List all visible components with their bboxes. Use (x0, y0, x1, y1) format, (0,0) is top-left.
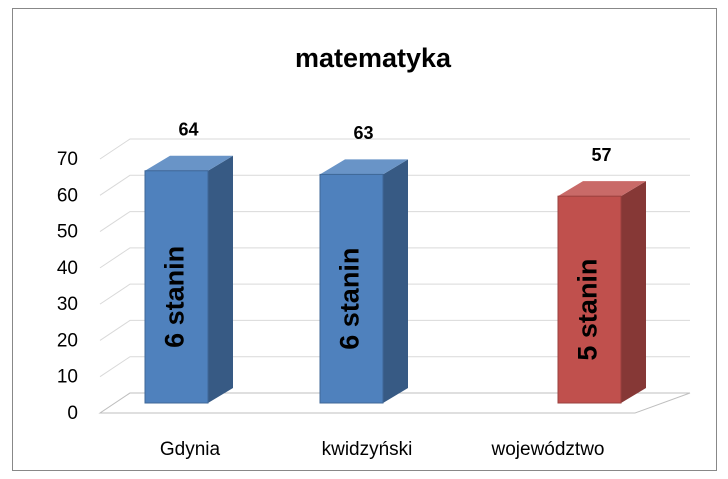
grid-line (99, 211, 690, 232)
bar-side (621, 181, 646, 403)
grid-line (99, 356, 690, 378)
y-tick-label: 0 (67, 403, 78, 424)
value-label: 63 (353, 123, 373, 143)
value-label: 64 (178, 120, 198, 140)
x-tick-label: kwidzyński (322, 439, 413, 460)
y-tick-label: 70 (57, 149, 78, 170)
y-tick-label: 20 (57, 330, 78, 351)
y-tick-label: 40 (57, 258, 78, 279)
grid-line (99, 138, 690, 160)
bar-side (383, 159, 408, 403)
chart-title: matematyka (295, 43, 452, 73)
bar-top (558, 181, 646, 197)
y-tick-label: 60 (57, 185, 78, 206)
bar (557, 195, 622, 404)
bar-side (208, 155, 233, 403)
grid-line (99, 174, 690, 196)
x-tick-label: województwo (491, 439, 605, 460)
grid-line (99, 283, 690, 305)
bar-annotation: 6 stanin (335, 248, 365, 350)
bar (144, 170, 209, 404)
y-tick-label: 30 (57, 294, 78, 315)
bar-top (320, 159, 408, 175)
x-tick-label: Gdynia (160, 439, 221, 460)
bar-top (145, 155, 233, 171)
bar-annotation: 6 stanin (160, 246, 190, 348)
bar-annotation: 5 stanin (573, 259, 603, 361)
y-tick-label: 10 (57, 367, 78, 388)
y-tick-label: 50 (57, 222, 78, 243)
grid-line (99, 319, 690, 341)
floor (98, 392, 691, 414)
grid-line (99, 247, 690, 269)
bar (319, 173, 384, 404)
value-label: 57 (591, 145, 611, 165)
